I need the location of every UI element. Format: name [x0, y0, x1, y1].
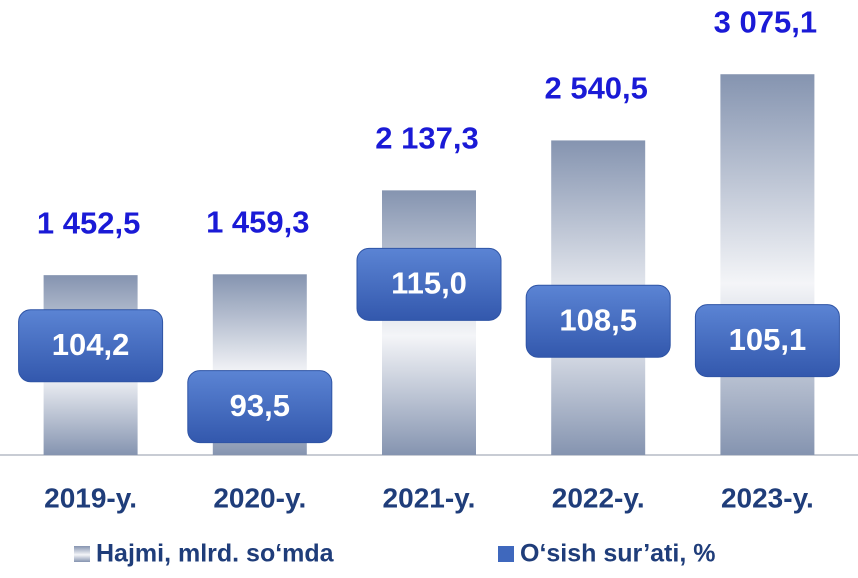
legend-label: Hajmi, mlrd. so‘mda [96, 540, 335, 568]
legend-swatch [498, 546, 514, 562]
value-label: 3 075,1 [714, 4, 817, 39]
growth-box [525, 284, 671, 358]
x-tick-label: 2022-y. [552, 482, 645, 513]
bar [382, 190, 476, 455]
bar [720, 74, 815, 456]
growth-label: 115,0 [391, 266, 467, 301]
growth-box [18, 309, 164, 383]
x-tick-label: 2019-y. [44, 482, 137, 513]
growth-box [356, 247, 502, 321]
growth-label: 105,1 [729, 322, 807, 357]
legend-label: O‘sish sur’ati, % [520, 540, 715, 568]
x-tick-label: 2020-y. [213, 482, 306, 513]
growth-box [187, 370, 333, 444]
growth-box [694, 304, 840, 378]
growth-label: 93,5 [230, 388, 290, 423]
x-tick-label: 2023-y. [721, 482, 814, 513]
value-label: 1 452,5 [37, 205, 140, 240]
growth-label: 108,5 [559, 302, 637, 337]
value-label: 2 540,5 [544, 71, 647, 106]
x-tick-label: 2021-y. [383, 482, 476, 513]
value-label: 2 137,3 [375, 121, 478, 156]
legend-swatch [74, 546, 90, 562]
value-label: 1 459,3 [206, 204, 309, 239]
growth-label: 104,2 [52, 327, 130, 362]
